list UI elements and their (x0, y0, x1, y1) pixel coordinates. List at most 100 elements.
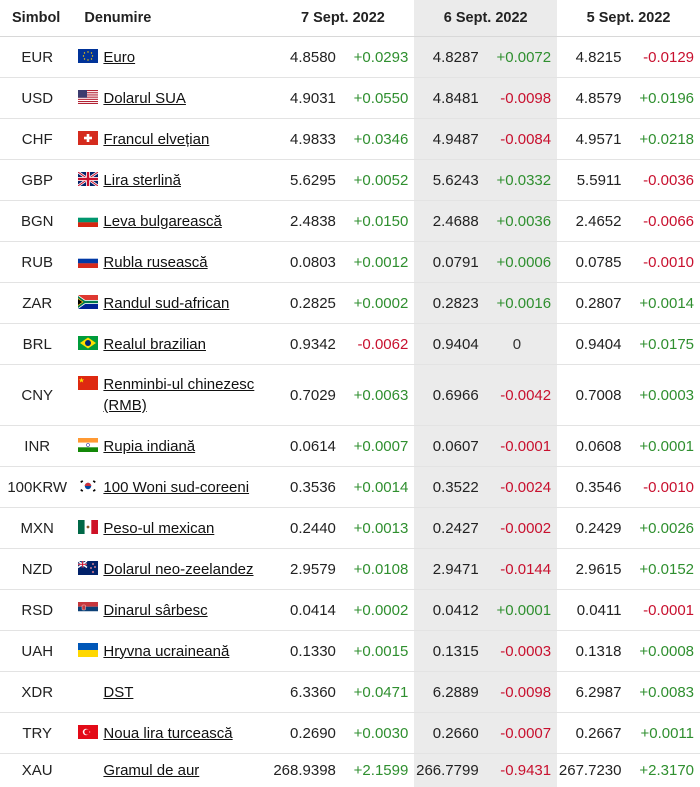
change-value: -0.0010 (625, 242, 700, 283)
change-value: +0.0001 (625, 426, 700, 467)
rate-value: 0.2823 (414, 283, 482, 324)
change-value: +0.0026 (625, 508, 700, 549)
rate-value: 267.7230 (557, 754, 625, 787)
currency-symbol: UAH (0, 631, 74, 672)
currency-name-cell: Rupia indiană (74, 426, 271, 467)
currency-symbol: XDR (0, 672, 74, 713)
rate-value: 0.0607 (414, 426, 482, 467)
change-value: +0.0003 (625, 365, 700, 426)
currency-link-nzd[interactable]: Dolarul neo-zeelandez (103, 559, 253, 580)
rate-value: 6.2889 (414, 672, 482, 713)
change-value: +0.0063 (340, 365, 414, 426)
rate-value: 0.2690 (272, 713, 340, 754)
currency-link-zar[interactable]: Randul sud-african (103, 293, 229, 314)
rate-value: 4.8579 (557, 78, 625, 119)
rate-value: 2.9579 (272, 549, 340, 590)
change-value: +0.0014 (625, 283, 700, 324)
currency-link-inr[interactable]: Rupia indiană (103, 436, 195, 457)
currency-link-usd[interactable]: Dolarul SUA (103, 88, 186, 109)
rate-value: 6.3360 (272, 672, 340, 713)
currency-name-cell: Gramul de aur (74, 754, 271, 787)
change-value: +0.0332 (483, 160, 557, 201)
rate-value: 6.2987 (557, 672, 625, 713)
change-value: +0.0471 (340, 672, 414, 713)
currency-link-chf[interactable]: Francul elvețian (103, 129, 209, 150)
rate-value: 4.9031 (272, 78, 340, 119)
rate-value: 4.8215 (557, 37, 625, 78)
change-value: +0.0152 (625, 549, 700, 590)
change-value: +0.0008 (625, 631, 700, 672)
currency-symbol: MXN (0, 508, 74, 549)
rate-value: 0.1315 (414, 631, 482, 672)
currency-link-mxn[interactable]: Peso-ul mexican (103, 518, 214, 539)
rate-value: 268.9398 (272, 754, 340, 787)
rate-value: 266.7799 (414, 754, 482, 787)
currency-link-cny[interactable]: Renminbi-ul chinezesc (RMB) (103, 374, 271, 416)
change-value: -0.0144 (483, 549, 557, 590)
change-value: +0.0015 (340, 631, 414, 672)
currency-link-gbp[interactable]: Lira sterlină (103, 170, 181, 191)
currency-link-xau[interactable]: Gramul de aur (103, 760, 199, 781)
currency-link-try[interactable]: Noua lira turcească (103, 723, 232, 744)
currency-name-cell: Leva bulgarească (74, 201, 271, 242)
currency-symbol: INR (0, 426, 74, 467)
rate-value: 4.8287 (414, 37, 482, 78)
in-flag-icon (78, 438, 98, 452)
currency-name-cell: Euro (74, 37, 271, 78)
change-value: +0.0052 (340, 160, 414, 201)
change-value: +0.0002 (340, 590, 414, 631)
change-value: -0.0001 (625, 590, 700, 631)
change-value: +0.0014 (340, 467, 414, 508)
currency-link-brl[interactable]: Realul brazilian (103, 334, 206, 355)
rate-value: 0.0411 (557, 590, 625, 631)
change-value: +0.0072 (483, 37, 557, 78)
currency-link-eur[interactable]: Euro (103, 47, 135, 68)
change-value: -0.0024 (483, 467, 557, 508)
currency-name-cell: Noua lira turcească (74, 713, 271, 754)
rate-value: 2.9615 (557, 549, 625, 590)
change-value: +0.0550 (340, 78, 414, 119)
currency-link-xdr[interactable]: DST (103, 682, 133, 703)
rate-value: 0.2660 (414, 713, 482, 754)
currency-name-cell: Renminbi-ul chinezesc (RMB) (74, 365, 271, 426)
currency-link-uah[interactable]: Hryvna ucraineană (103, 641, 229, 662)
change-value: +2.3170 (625, 754, 700, 787)
rate-value: 0.1318 (557, 631, 625, 672)
br-flag-icon (78, 336, 98, 350)
currency-symbol: TRY (0, 713, 74, 754)
currency-name-cell: Randul sud-african (74, 283, 271, 324)
change-value: -0.0084 (483, 119, 557, 160)
currency-symbol: XAU (0, 754, 74, 787)
us-flag-icon (78, 90, 98, 104)
currency-name-cell: Peso-ul mexican (74, 508, 271, 549)
rate-value: 4.9571 (557, 119, 625, 160)
currency-link-bgn[interactable]: Leva bulgarească (103, 211, 221, 232)
rate-value: 0.3546 (557, 467, 625, 508)
currency-symbol: GBP (0, 160, 74, 201)
change-value: -0.0010 (625, 467, 700, 508)
rate-value: 0.9404 (414, 324, 482, 365)
currency-symbol: BGN (0, 201, 74, 242)
change-value: +0.0007 (340, 426, 414, 467)
change-value: -0.0062 (340, 324, 414, 365)
rate-value: 2.4838 (272, 201, 340, 242)
currency-link-100krw[interactable]: 100 Woni sud-coreeni (103, 477, 249, 498)
currency-link-rub[interactable]: Rubla rusească (103, 252, 207, 273)
currency-name-cell: DST (74, 672, 271, 713)
rate-value: 4.8580 (272, 37, 340, 78)
currency-symbol: RUB (0, 242, 74, 283)
currency-link-rsd[interactable]: Dinarul sârbesc (103, 600, 207, 621)
currency-name-cell: Francul elvețian (74, 119, 271, 160)
rate-value: 4.9833 (272, 119, 340, 160)
rate-value: 0.2825 (272, 283, 340, 324)
currency-name-cell: Rubla rusească (74, 242, 271, 283)
change-value: +0.0001 (483, 590, 557, 631)
